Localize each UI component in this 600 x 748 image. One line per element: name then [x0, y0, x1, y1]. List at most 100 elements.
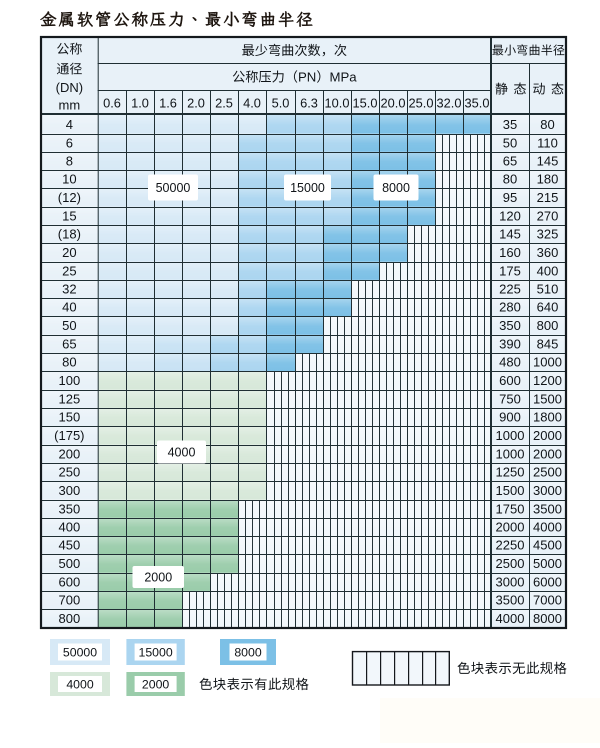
svg-text:1.6: 1.6 [159, 96, 177, 111]
svg-text:280: 280 [499, 300, 521, 315]
svg-text:32.0: 32.0 [437, 96, 462, 111]
svg-text:500: 500 [58, 556, 80, 571]
svg-text:8: 8 [66, 154, 73, 169]
svg-text:最小弯曲半径: 最小弯曲半径 [492, 44, 565, 58]
svg-text:50: 50 [503, 136, 517, 151]
svg-text:6000: 6000 [533, 575, 562, 590]
svg-text:325: 325 [537, 227, 559, 242]
svg-text:8000: 8000 [234, 645, 262, 659]
svg-text:5000: 5000 [533, 556, 562, 571]
svg-text:2.5: 2.5 [215, 96, 233, 111]
svg-text:2000: 2000 [533, 428, 562, 443]
svg-text:(175): (175) [54, 428, 84, 443]
svg-text:5.0: 5.0 [272, 96, 290, 111]
svg-text:145: 145 [537, 154, 559, 169]
svg-text:25: 25 [62, 264, 76, 279]
svg-text:4000: 4000 [66, 677, 94, 691]
svg-text:3500: 3500 [496, 593, 525, 608]
svg-text:0.6: 0.6 [103, 96, 121, 111]
svg-text:1250: 1250 [496, 465, 525, 480]
svg-text:10.0: 10.0 [325, 96, 350, 111]
svg-text:390: 390 [499, 337, 521, 352]
svg-text:3500: 3500 [533, 502, 562, 517]
svg-text:450: 450 [58, 538, 80, 553]
svg-text:4000: 4000 [533, 520, 562, 535]
svg-text:350: 350 [499, 318, 521, 333]
svg-text:静: 静 [495, 82, 508, 97]
svg-text:6: 6 [66, 136, 73, 151]
svg-text:动: 动 [532, 82, 545, 97]
svg-text:2000: 2000 [142, 677, 170, 691]
svg-text:1500: 1500 [533, 392, 562, 407]
svg-text:35: 35 [503, 117, 517, 132]
svg-text:80: 80 [503, 172, 517, 187]
svg-text:600: 600 [58, 575, 80, 590]
svg-text:175: 175 [499, 264, 521, 279]
svg-text:95: 95 [503, 190, 517, 205]
svg-text:1000: 1000 [533, 355, 562, 370]
svg-text:160: 160 [499, 245, 521, 260]
svg-text:15000: 15000 [290, 181, 325, 195]
svg-text:2000: 2000 [533, 447, 562, 462]
svg-text:300: 300 [58, 483, 80, 498]
svg-text:50000: 50000 [63, 645, 97, 659]
svg-text:2500: 2500 [496, 556, 525, 571]
svg-text:350: 350 [58, 502, 80, 517]
svg-text:态: 态 [513, 82, 526, 97]
svg-text:4000: 4000 [168, 445, 196, 459]
svg-text:(18): (18) [58, 227, 81, 242]
svg-text:色块表示有此规格: 色块表示有此规格 [199, 677, 310, 692]
svg-text:2.0: 2.0 [187, 96, 205, 111]
svg-text:20: 20 [62, 245, 76, 260]
svg-text:145: 145 [499, 227, 521, 242]
svg-text:1000: 1000 [496, 428, 525, 443]
svg-text:7000: 7000 [533, 593, 562, 608]
svg-text:40: 40 [62, 300, 76, 315]
svg-text:20.0: 20.0 [381, 96, 406, 111]
svg-text:50000: 50000 [156, 181, 191, 195]
svg-text:600: 600 [499, 373, 521, 388]
svg-text:510: 510 [537, 282, 559, 297]
svg-text:2000: 2000 [496, 520, 525, 535]
svg-text:400: 400 [58, 520, 80, 535]
svg-text:1500: 1500 [496, 483, 525, 498]
svg-text:(DN): (DN) [56, 80, 83, 95]
svg-text:mm: mm [59, 98, 81, 113]
svg-text:35.0: 35.0 [465, 96, 490, 111]
svg-text:金属软管公称压力、最小弯曲半径: 金属软管公称压力、最小弯曲半径 [40, 8, 315, 30]
svg-text:270: 270 [537, 209, 559, 224]
svg-text:1.0: 1.0 [131, 96, 149, 111]
svg-text:180: 180 [537, 172, 559, 187]
svg-text:225: 225 [499, 282, 521, 297]
svg-text:100: 100 [58, 373, 80, 388]
svg-text:125: 125 [58, 392, 80, 407]
svg-text:65: 65 [62, 337, 76, 352]
svg-text:15: 15 [62, 209, 76, 224]
svg-text:8000: 8000 [382, 181, 410, 195]
svg-text:3000: 3000 [533, 483, 562, 498]
svg-text:15.0: 15.0 [353, 96, 378, 111]
svg-text:900: 900 [499, 410, 521, 425]
svg-text:480: 480 [499, 355, 521, 370]
svg-text:最少弯曲次数，次: 最少弯曲次数，次 [242, 43, 348, 58]
svg-text:公称: 公称 [56, 42, 82, 57]
svg-text:80: 80 [62, 355, 76, 370]
svg-text:2250: 2250 [496, 538, 525, 553]
svg-text:250: 250 [58, 465, 80, 480]
svg-text:750: 750 [499, 392, 521, 407]
svg-text:120: 120 [499, 209, 521, 224]
svg-text:65: 65 [503, 154, 517, 169]
svg-text:400: 400 [537, 264, 559, 279]
svg-text:845: 845 [537, 337, 559, 352]
svg-text:360: 360 [537, 245, 559, 260]
svg-text:200: 200 [58, 447, 80, 462]
svg-text:110: 110 [537, 136, 558, 151]
svg-text:1000: 1000 [496, 447, 525, 462]
svg-text:8000: 8000 [533, 611, 562, 626]
svg-text:800: 800 [537, 318, 559, 333]
svg-text:6.3: 6.3 [300, 96, 318, 111]
svg-text:4.0: 4.0 [243, 96, 261, 111]
svg-text:1800: 1800 [533, 410, 562, 425]
svg-text:公称压力（PN）MPa: 公称压力（PN）MPa [232, 70, 357, 85]
svg-text:1200: 1200 [533, 373, 562, 388]
